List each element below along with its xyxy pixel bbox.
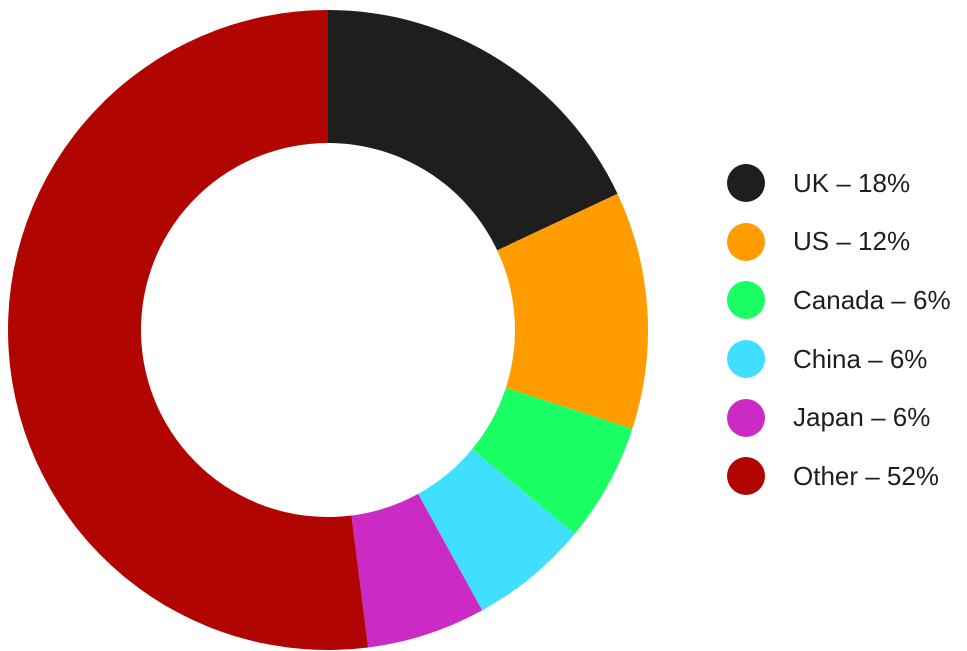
legend-label: UK – 18% [793, 167, 911, 198]
legend-label: US – 12% [793, 226, 911, 257]
legend-swatch [727, 398, 765, 437]
donut-chart [8, 10, 648, 650]
legend-swatch [727, 281, 765, 320]
legend-item-japan: Japan – 6% [727, 388, 951, 447]
slice-japan [351, 493, 483, 648]
legend-label: Other – 52% [793, 460, 939, 491]
slice-canada [472, 387, 633, 534]
legend-label: China – 6% [793, 343, 928, 374]
legend-item-canada: Canada – 6% [727, 271, 951, 330]
legend-item-us: US – 12% [727, 213, 951, 272]
legend-swatch [727, 340, 765, 379]
legend-swatch [727, 222, 765, 261]
legend-item-uk: UK – 18% [727, 154, 951, 213]
legend-label: Canada – 6% [793, 284, 951, 315]
legend-label: Japan – 6% [793, 402, 931, 433]
slice-uk [328, 10, 618, 251]
slice-other [8, 10, 369, 650]
legend-item-other: Other – 52% [727, 447, 951, 506]
slice-china [418, 449, 575, 611]
legend: UK – 18% US – 12% Canada – 6% China – 6% Jap… [727, 154, 951, 506]
legend-swatch [727, 457, 765, 496]
slice-us [497, 193, 648, 429]
legend-swatch [727, 164, 765, 203]
legend-item-china: China – 6% [727, 330, 951, 389]
